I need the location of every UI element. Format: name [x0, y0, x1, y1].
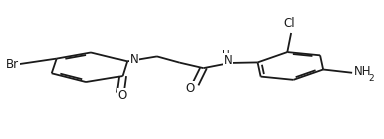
- Text: N: N: [224, 54, 233, 67]
- Text: Br: Br: [6, 58, 19, 71]
- Text: Cl: Cl: [283, 17, 295, 30]
- Text: N: N: [130, 54, 138, 66]
- Text: O: O: [117, 89, 126, 102]
- Text: H: H: [222, 49, 229, 59]
- Text: NH: NH: [354, 65, 371, 78]
- Text: 2: 2: [368, 74, 374, 83]
- Text: O: O: [185, 82, 194, 95]
